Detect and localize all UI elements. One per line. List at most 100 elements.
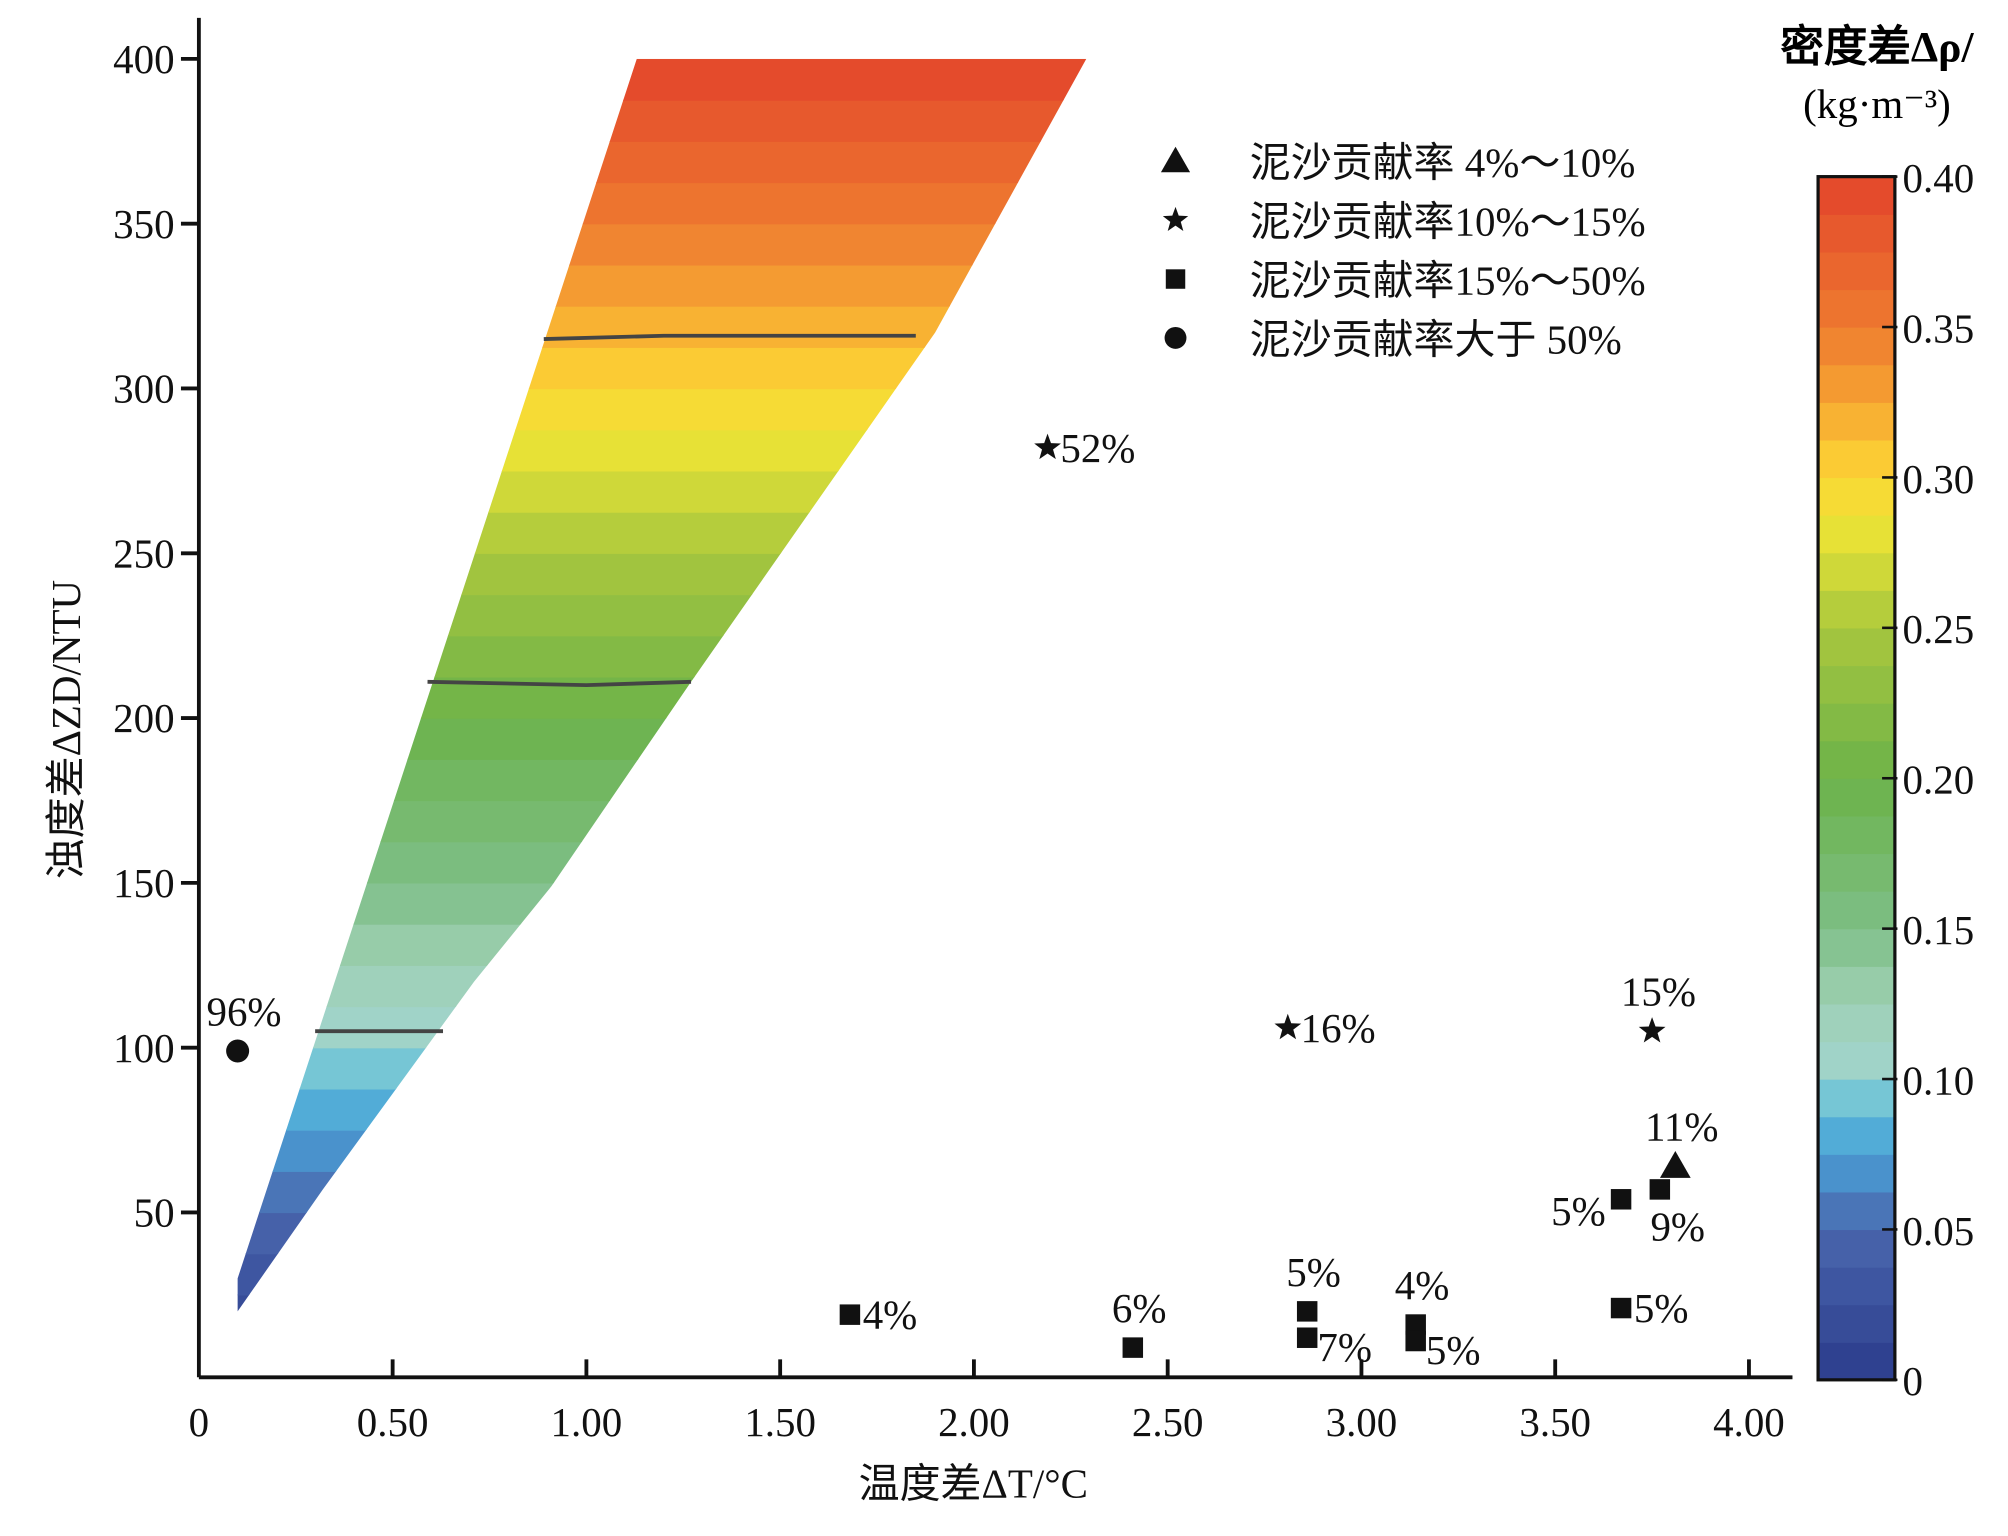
point-label: 11% xyxy=(1645,1104,1719,1150)
colorbar-band xyxy=(1818,476,1895,516)
data-point: 16% xyxy=(1274,1005,1376,1051)
data-point: 9% xyxy=(1649,1179,1705,1250)
y-tick-label: 150 xyxy=(113,860,174,906)
contour-band xyxy=(237,305,1087,348)
contour-band xyxy=(237,758,1087,802)
contour-band xyxy=(237,882,1087,925)
contour-band xyxy=(237,1294,1087,1312)
x-tick-label: 1.50 xyxy=(744,1399,816,1445)
x-tick-label: 2.00 xyxy=(938,1399,1010,1445)
y-tick-label: 350 xyxy=(113,201,174,247)
x-ticks: 0 0.50 1.00 1.50 2.00 2.50 3.00 3.50 4.00 xyxy=(189,1359,1785,1445)
colorbar-band xyxy=(1818,514,1895,554)
contour-band xyxy=(237,923,1087,966)
colorbar-band xyxy=(1818,627,1895,667)
star-marker xyxy=(1274,1013,1302,1040)
colorbar-band xyxy=(1818,176,1895,215)
contour-band xyxy=(237,552,1087,596)
contour-band xyxy=(237,99,1087,142)
colorbar-band xyxy=(1818,702,1895,742)
colorbar-tick-label: 0.30 xyxy=(1903,456,1975,502)
contour-band xyxy=(237,799,1087,843)
circle-marker xyxy=(1164,326,1187,349)
legend-entry: 泥沙贡献率10%～15% xyxy=(1162,199,1646,245)
x-tick-label: 0 xyxy=(189,1399,209,1445)
point-label: 5% xyxy=(1426,1327,1481,1373)
colorbar-title-line2: (kg·m⁻³) xyxy=(1803,81,1951,127)
contour-band xyxy=(237,346,1087,390)
data-point: 4% xyxy=(1395,1262,1449,1335)
colorbar-tick-label: 0 xyxy=(1903,1358,1923,1404)
colorbar-band xyxy=(1818,740,1895,779)
square-marker xyxy=(1296,1327,1318,1348)
legend-entry: 泥沙贡献率大于 50% xyxy=(1164,316,1622,362)
contour-band xyxy=(237,1129,1087,1172)
y-tick-label: 200 xyxy=(113,695,174,741)
contour-band xyxy=(237,1005,1087,1049)
star-marker xyxy=(1638,1017,1666,1043)
data-point: 5% xyxy=(1551,1188,1632,1234)
colorbar-band xyxy=(1818,1116,1895,1155)
square-marker xyxy=(1296,1301,1318,1322)
colorbar-band xyxy=(1818,852,1895,892)
y-tick-label: 300 xyxy=(113,366,174,412)
contour-line xyxy=(543,333,916,341)
y-ticks: 50 100 150 200 250 300 350 400 xyxy=(113,36,199,1236)
y-tick-label: 100 xyxy=(113,1025,174,1071)
point-label: 96% xyxy=(206,988,281,1034)
contour-band xyxy=(237,593,1087,637)
contour-band xyxy=(237,223,1087,266)
square-marker xyxy=(1122,1337,1144,1358)
contour-band xyxy=(237,717,1087,760)
triangle-marker xyxy=(1160,146,1191,173)
colorbar-tick-label: 0.10 xyxy=(1903,1057,1975,1103)
data-point: 15% xyxy=(1621,969,1696,1043)
colorbar-band xyxy=(1818,213,1895,253)
point-label: 16% xyxy=(1301,1005,1376,1051)
legend: 泥沙贡献率 4%～10% 泥沙贡献率10%～15% 泥沙贡献率15%～50% 泥沙贡献… xyxy=(1160,140,1646,362)
contour-band xyxy=(237,1253,1087,1296)
colorbar-band xyxy=(1818,1304,1895,1343)
legend-label: 泥沙贡献率15%～50% xyxy=(1250,257,1646,303)
contour-band xyxy=(192,1335,1216,1377)
colorbar-band xyxy=(1818,552,1895,591)
contour-band xyxy=(237,140,1087,184)
contour-band xyxy=(237,676,1087,719)
colorbar-band xyxy=(1818,589,1895,629)
y-axis-label: 浊度差ΔZD/NTU xyxy=(43,580,89,879)
data-point: 96% xyxy=(206,988,282,1063)
colorbar-band xyxy=(1818,1153,1895,1193)
triangle-marker xyxy=(1659,1150,1691,1178)
data-point: 6% xyxy=(1112,1285,1167,1358)
point-label: 6% xyxy=(1112,1285,1167,1331)
colorbar-band xyxy=(1818,251,1895,291)
point-label: 9% xyxy=(1650,1204,1705,1250)
colorbar-band xyxy=(1818,364,1895,403)
square-marker xyxy=(1649,1179,1671,1200)
colorbar-band xyxy=(1818,1228,1895,1268)
colorbar-tick-label: 0.20 xyxy=(1903,757,1975,803)
y-tick-label: 50 xyxy=(134,1190,175,1236)
point-label: 5% xyxy=(1634,1285,1689,1331)
x-tick-label: 3.00 xyxy=(1326,1399,1398,1445)
point-label: 15% xyxy=(1621,969,1696,1015)
contour-band xyxy=(237,635,1087,678)
contour-band xyxy=(237,181,1087,225)
colorbar-band xyxy=(1818,777,1895,817)
colorbar-band xyxy=(1818,1078,1895,1118)
colorbar-tick-label: 0.40 xyxy=(1903,155,1975,201)
point-label: 7% xyxy=(1317,1324,1372,1370)
square-marker xyxy=(1405,1314,1426,1335)
contour-band xyxy=(237,964,1087,1008)
x-tick-label: 2.50 xyxy=(1132,1399,1204,1445)
data-point: 5% xyxy=(1610,1285,1689,1331)
colorbar: 密度差Δρ/ (kg·m⁻³) 0 0.05 0.10 0.15 0.20 0.25 0.3… xyxy=(1780,23,1974,1404)
colorbar-band xyxy=(1818,1341,1895,1381)
colorbar-band xyxy=(1818,664,1895,704)
data-point: 52% xyxy=(1034,425,1135,471)
contour-band xyxy=(237,1211,1087,1255)
square-marker xyxy=(1165,269,1186,289)
colorbar-band xyxy=(1818,439,1895,479)
colorbar-tick-label: 0.25 xyxy=(1903,606,1975,652)
colorbar-band xyxy=(1818,401,1895,441)
